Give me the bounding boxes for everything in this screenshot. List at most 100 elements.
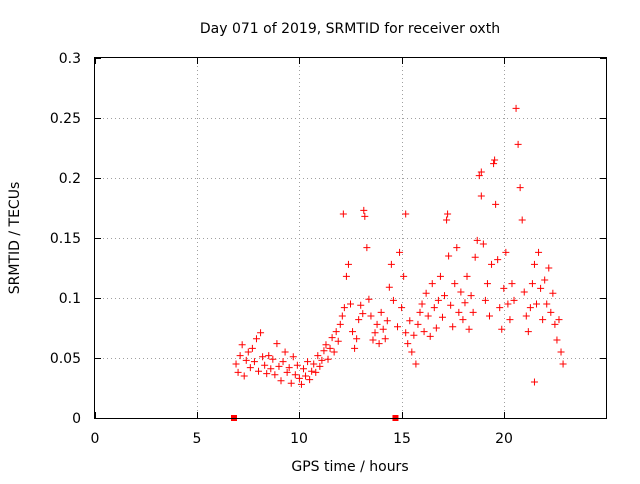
data-point — [463, 272, 471, 280]
data-point — [357, 301, 365, 309]
data-point — [477, 168, 485, 176]
data-point — [555, 316, 563, 324]
data-point — [469, 308, 477, 316]
data-point — [379, 325, 387, 333]
data-point — [385, 283, 393, 291]
data-point — [514, 140, 522, 148]
data-point — [451, 280, 459, 288]
data-point — [281, 348, 289, 356]
y-tick-label: 0.05 — [50, 351, 81, 367]
data-point — [526, 304, 534, 312]
data-point — [528, 280, 536, 288]
data-point — [377, 308, 385, 316]
data-point — [273, 340, 281, 348]
data-point — [426, 332, 434, 340]
data-point — [500, 284, 508, 292]
data-point — [453, 244, 461, 252]
data-point — [420, 328, 428, 336]
data-point — [504, 300, 512, 308]
data-point — [328, 334, 336, 342]
data-point — [471, 253, 479, 261]
data-point — [461, 299, 469, 307]
data-point — [263, 370, 271, 378]
data-point — [244, 348, 252, 356]
axis-tick-labels: 0 5 10 15 20 0 0.05 0.1 0.15 0.2 0.25 0.3 — [50, 51, 513, 447]
data-point — [490, 160, 498, 168]
data-point — [549, 289, 557, 297]
data-point — [342, 272, 350, 280]
data-point — [351, 344, 359, 352]
data-point — [295, 374, 303, 382]
data-point — [398, 304, 406, 312]
data-point — [234, 368, 242, 376]
data-point — [496, 304, 504, 312]
data-point — [477, 192, 485, 200]
data-point — [459, 316, 467, 324]
data-point — [347, 300, 354, 308]
data-point — [545, 264, 553, 272]
data-point — [530, 378, 538, 386]
data-point — [404, 340, 412, 348]
data-point — [369, 336, 377, 344]
data-point — [389, 296, 397, 304]
data-point — [302, 372, 310, 380]
data-point — [336, 320, 344, 328]
data-point — [436, 272, 444, 280]
data-point — [541, 276, 549, 284]
data-point — [349, 328, 357, 336]
data-point — [438, 313, 446, 321]
plot-frame — [94, 57, 607, 419]
y-axis-label: SRMTID / TECUs — [7, 182, 23, 295]
data-point — [430, 304, 438, 312]
data-point — [312, 368, 320, 376]
data-point — [434, 296, 442, 304]
data-point — [291, 371, 299, 379]
data-point — [510, 296, 518, 304]
data-point — [475, 172, 483, 180]
data-point — [416, 308, 424, 316]
data-point — [330, 348, 338, 356]
data-point — [365, 295, 373, 303]
data-point — [240, 372, 248, 380]
data-point — [494, 256, 502, 264]
data-point — [491, 156, 499, 164]
data-point — [488, 260, 496, 268]
data-point — [410, 331, 418, 339]
data-point — [485, 312, 493, 320]
data-point — [265, 352, 273, 360]
data-point — [432, 324, 440, 332]
data-point — [267, 365, 275, 373]
data-point — [537, 284, 545, 292]
data-point — [406, 317, 414, 325]
data-point — [252, 335, 260, 343]
data-point — [492, 200, 500, 208]
data-point — [279, 358, 287, 366]
data-point — [261, 361, 269, 369]
data-point — [414, 320, 422, 328]
data-point — [308, 367, 316, 375]
data-point — [314, 352, 322, 360]
data-point — [457, 288, 465, 296]
data-point — [257, 329, 265, 337]
data-point — [306, 376, 314, 384]
data-point — [339, 210, 347, 218]
data-point — [334, 337, 342, 345]
data-point — [447, 301, 455, 309]
grid — [95, 58, 606, 418]
axis-ticks — [95, 58, 606, 419]
data-point — [359, 310, 367, 318]
data-point — [428, 280, 436, 288]
y-tick-label: 0.1 — [59, 291, 81, 307]
data-point — [445, 252, 453, 260]
data-point — [400, 272, 408, 280]
data-point — [483, 280, 491, 288]
chart-title: Day 071 of 2019, SRMTID for receiver oxt… — [200, 21, 500, 37]
data-point — [259, 353, 267, 361]
data-point — [299, 365, 307, 373]
data-point — [522, 312, 530, 320]
data-point — [547, 308, 555, 316]
data-point — [353, 335, 361, 343]
x-tick-label: 5 — [193, 431, 202, 447]
